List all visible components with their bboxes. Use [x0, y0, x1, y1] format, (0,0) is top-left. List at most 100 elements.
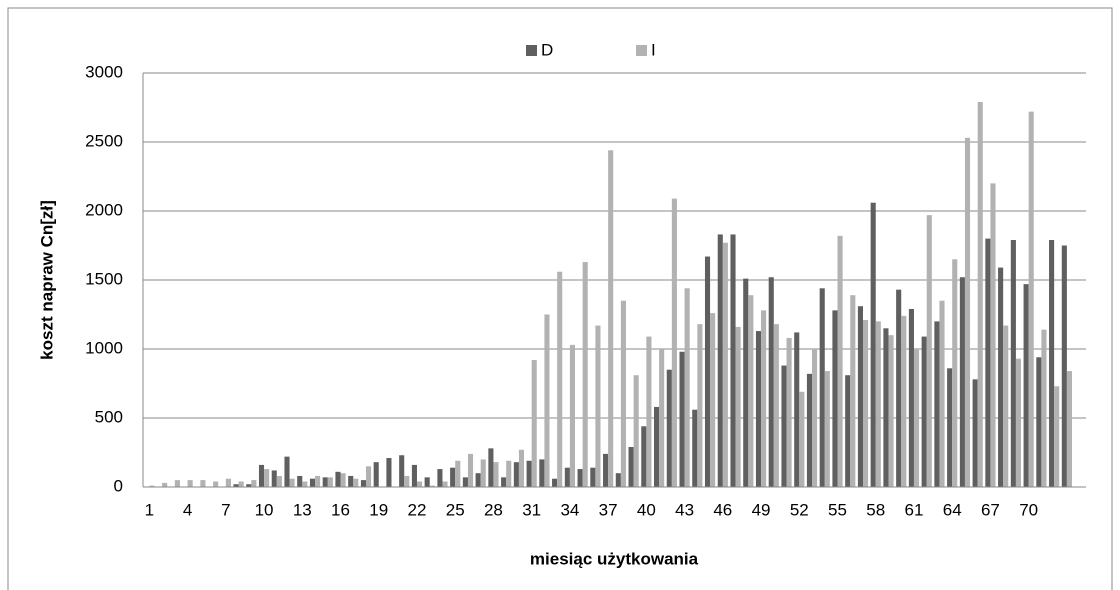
x-tick-label: 22	[408, 500, 427, 519]
bar	[684, 288, 690, 487]
bar	[773, 324, 779, 487]
bar	[1010, 239, 1016, 487]
bar	[462, 477, 468, 487]
x-tick-label: 7	[221, 500, 230, 519]
x-tick-label: 25	[446, 500, 465, 519]
bar	[213, 481, 219, 487]
bar	[238, 481, 244, 487]
bar	[620, 300, 626, 487]
bar	[717, 234, 723, 487]
bar	[289, 478, 295, 487]
bar	[297, 475, 303, 487]
bar	[862, 320, 869, 487]
x-tick-label: 58	[866, 500, 885, 519]
bar	[608, 150, 614, 487]
bar	[276, 475, 282, 487]
bar	[939, 300, 945, 487]
bar	[819, 288, 825, 487]
bar	[692, 409, 698, 487]
bar	[411, 464, 417, 487]
bar	[794, 332, 800, 487]
bar	[455, 460, 461, 487]
bar	[837, 235, 843, 487]
x-tick-label: 31	[522, 500, 541, 519]
bar	[998, 267, 1004, 487]
y-tick-label: 3000	[85, 62, 123, 81]
bar	[335, 471, 341, 487]
bar	[845, 375, 851, 487]
bar	[187, 480, 193, 487]
bar	[480, 459, 486, 487]
x-tick-label: 4	[183, 500, 192, 519]
bar	[526, 460, 532, 487]
bar	[327, 477, 333, 487]
bar	[315, 475, 321, 487]
bar	[488, 448, 494, 487]
bar	[704, 256, 711, 487]
bar	[710, 313, 716, 487]
bar	[812, 349, 818, 487]
x-tick-label: 34	[560, 500, 579, 519]
bar	[977, 101, 983, 487]
bar	[1041, 329, 1047, 487]
bar	[870, 202, 876, 487]
bar	[531, 360, 537, 487]
bar	[162, 482, 168, 487]
bar	[671, 198, 677, 487]
x-tick-label: 52	[790, 500, 809, 519]
bar	[442, 481, 448, 487]
bar	[883, 328, 889, 487]
legend-swatch	[636, 45, 647, 56]
bar	[302, 481, 308, 487]
bar	[513, 462, 519, 487]
bar	[404, 475, 410, 487]
bar	[340, 473, 346, 487]
bar	[271, 470, 277, 487]
bar	[1066, 371, 1072, 487]
chart-frame	[7, 7, 1113, 590]
bar	[985, 238, 991, 487]
bar	[926, 215, 932, 487]
bar	[309, 478, 316, 487]
bar	[850, 295, 856, 487]
bar	[284, 456, 290, 487]
bar	[544, 314, 550, 487]
bar	[429, 485, 435, 487]
bar	[467, 453, 474, 487]
bar	[857, 306, 863, 487]
bar	[896, 289, 902, 487]
bar	[493, 462, 499, 487]
bar	[641, 426, 647, 487]
bar	[360, 480, 367, 487]
bar	[373, 462, 379, 487]
bar	[386, 458, 392, 487]
bar	[518, 449, 525, 487]
bar	[781, 365, 787, 487]
bar	[697, 324, 703, 487]
bar	[557, 271, 563, 487]
bar	[353, 478, 359, 487]
bar	[577, 469, 583, 487]
bar	[475, 473, 481, 487]
bar	[322, 477, 328, 487]
x-tick-label: 49	[752, 500, 771, 519]
x-tick-label: 1	[145, 500, 154, 519]
bar	[1028, 111, 1034, 487]
bar	[424, 477, 430, 487]
x-tick-label: 13	[293, 500, 312, 519]
bar	[149, 485, 155, 487]
bar	[799, 391, 805, 487]
bar	[972, 379, 978, 487]
bar	[251, 480, 257, 487]
legend-swatch	[526, 45, 537, 56]
bar	[654, 406, 660, 487]
bar	[1036, 357, 1042, 487]
bar	[947, 368, 953, 487]
bar	[501, 477, 507, 487]
bar	[832, 310, 838, 487]
y-tick-label: 500	[95, 407, 123, 426]
x-tick-label: 64	[943, 500, 962, 519]
bar	[246, 484, 252, 487]
bar	[552, 478, 558, 487]
